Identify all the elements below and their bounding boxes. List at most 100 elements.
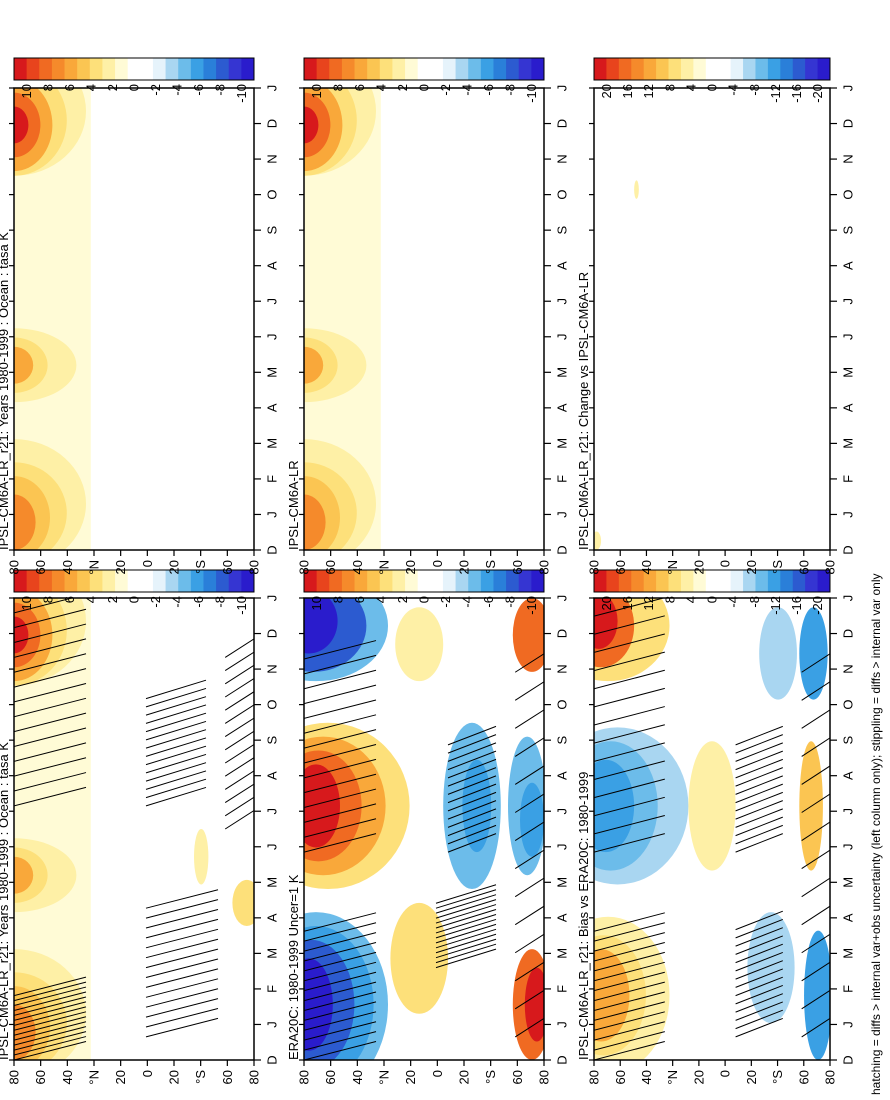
colorbar-swatch <box>127 58 141 80</box>
colorbar-label: 0 <box>417 596 432 603</box>
field-contour <box>634 180 639 199</box>
hatch-line <box>145 770 207 790</box>
hatch-line <box>435 889 497 909</box>
time-tick-label: D <box>841 545 856 554</box>
colorbar-swatch <box>594 58 607 80</box>
time-tick-label: A <box>265 403 280 412</box>
hatch-line <box>514 653 544 673</box>
time-tick-label: J <box>265 511 280 518</box>
field-contour <box>14 494 36 550</box>
time-tick-label: F <box>841 985 856 993</box>
hatch-line <box>224 783 254 804</box>
hatch-line <box>14 976 87 997</box>
colorbar-swatch <box>531 58 545 80</box>
hatch-line <box>145 687 207 708</box>
hatch-line <box>594 991 665 1011</box>
hatch-line <box>145 948 219 969</box>
hatch-line <box>14 638 87 658</box>
time-tick-label: J <box>555 595 570 602</box>
time-tick-label: O <box>265 700 280 710</box>
colorbar-swatch <box>64 570 78 592</box>
hatch-line <box>14 1036 87 1056</box>
hatch-line <box>594 932 665 952</box>
lat-tick-label: 40 <box>60 1070 75 1084</box>
colorbar-label: 6 <box>62 84 77 91</box>
colorbar-swatch <box>203 570 217 592</box>
hatch-line <box>145 729 207 749</box>
field-contour <box>194 829 209 885</box>
colorbar-swatch <box>304 570 318 592</box>
time-tick-label: J <box>555 511 570 518</box>
colorbar-swatch <box>480 570 494 592</box>
lat-tick-label: °N <box>377 560 392 575</box>
lat-tick-label: 20 <box>457 1070 472 1084</box>
time-tick-label: J <box>555 808 570 815</box>
panel-field-4 <box>304 88 544 550</box>
time-tick-label: O <box>841 190 856 200</box>
hatch-line <box>435 913 497 934</box>
colorbar-label: -8 <box>502 84 517 96</box>
hatch-line <box>801 653 830 673</box>
lat-tick-label: °S <box>483 560 498 574</box>
hatch-line <box>435 933 497 954</box>
time-tick-label: J <box>555 334 570 341</box>
colorbar-frame <box>303 57 545 81</box>
hatch-line <box>594 1041 665 1060</box>
hatching-overlay <box>594 598 830 1060</box>
colorbar-label: 16 <box>620 84 635 98</box>
colorbar-swatch <box>656 58 670 80</box>
hatch-line <box>594 796 665 817</box>
field-contour <box>804 930 830 1060</box>
hatch-line <box>447 808 497 828</box>
hatching-overlay <box>14 598 254 1060</box>
hatch-line <box>514 793 544 813</box>
time-tick-label: D <box>265 545 280 554</box>
hatch-line <box>594 598 665 617</box>
colorbar-label: 10 <box>19 596 34 610</box>
hatch-line <box>447 725 497 746</box>
field-contour <box>304 346 324 384</box>
hatch-line <box>514 1017 544 1038</box>
colorbar-swatch <box>241 570 255 592</box>
lat-tick-label: °S <box>483 1070 498 1084</box>
colorbar-label: 8 <box>662 596 677 603</box>
hatch-line <box>145 958 219 978</box>
hatch-line <box>735 918 783 939</box>
hatch-line <box>304 773 377 794</box>
colorbar-swatch <box>341 570 356 592</box>
time-tick-label: J <box>265 334 280 341</box>
lat-tick-label: °N <box>87 560 102 575</box>
lat-tick-label: 20 <box>691 1070 706 1084</box>
hatch-line <box>447 816 497 837</box>
hatch-line <box>14 712 87 733</box>
hatch-line <box>514 877 544 898</box>
colorbar-swatch <box>656 570 670 592</box>
colorbar-swatch <box>367 58 381 80</box>
panel-title: ERA20C: 1980-1999 Uncer=1 K <box>286 874 301 1060</box>
colorbar-label: 6 <box>352 596 367 603</box>
hatch-line <box>14 1006 87 1026</box>
hatch-line <box>435 918 497 939</box>
colorbar-swatch <box>518 58 532 80</box>
colorbar-1: 10 8 6 4 2 0 -2 -4 -6 -8 -10 <box>303 569 545 615</box>
lat-tick-label: 20 <box>744 1070 759 1084</box>
hatch-line <box>594 760 665 780</box>
hatch-line <box>145 778 207 799</box>
field-contour <box>524 967 544 1042</box>
panel-title: IPSL-CM6A-LR_r21: Change vs IPSL-CM6A-LR <box>576 272 591 550</box>
colorbar-label: 12 <box>641 596 656 610</box>
colorbar-swatch <box>730 58 744 80</box>
hatch-line <box>14 1026 87 1046</box>
lat-tick-label: 20 <box>167 1070 182 1084</box>
lat-tick-label: 80 <box>7 560 22 574</box>
colorbar-swatch <box>379 570 393 592</box>
colorbar-swatch <box>668 570 682 592</box>
lat-tick-label: °S <box>193 560 208 574</box>
lat-tick-label: °N <box>87 1070 102 1085</box>
hatch-line <box>594 778 665 799</box>
time-tick-label: N <box>265 154 280 163</box>
hatch-line <box>514 933 544 954</box>
time-tick-label: J <box>265 844 280 851</box>
colorbar-swatch <box>442 570 457 592</box>
